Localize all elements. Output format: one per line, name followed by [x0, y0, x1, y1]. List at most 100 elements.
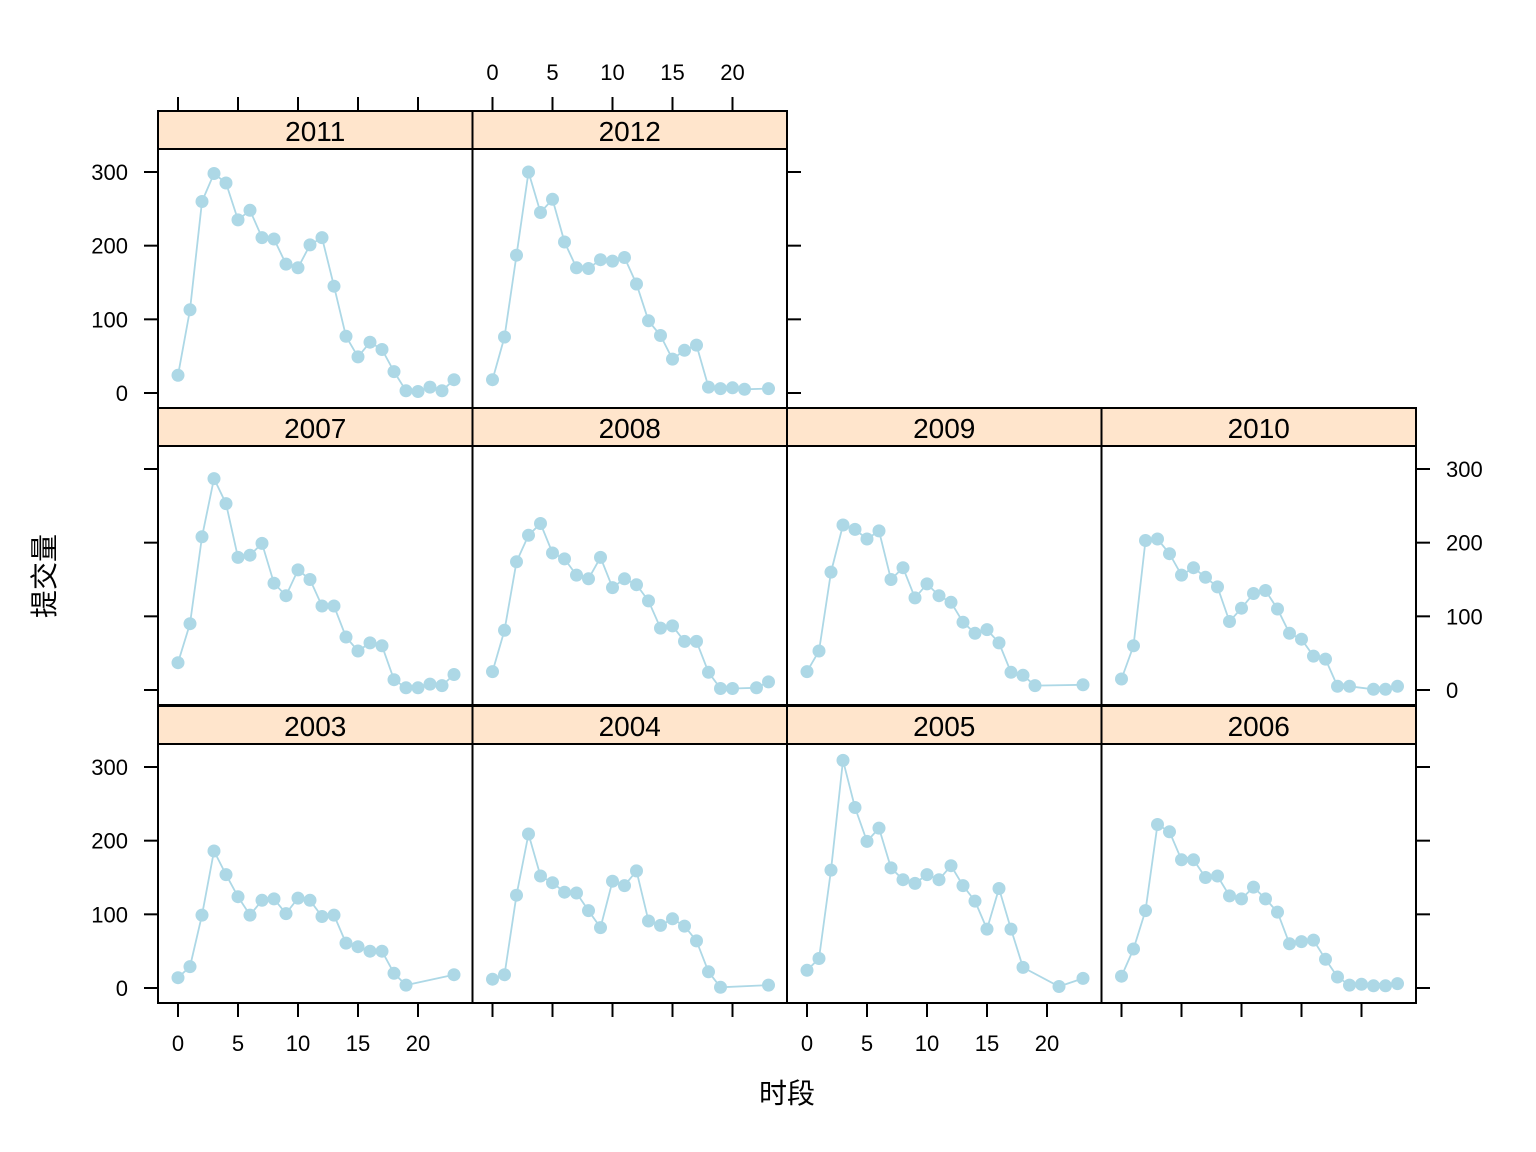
data-point-2010-19: [1343, 679, 1356, 693]
data-point-2011-14: [339, 329, 353, 343]
data-point-2010-17: [1319, 652, 1332, 666]
strip-label-2011: 2011: [285, 116, 345, 147]
data-point-2010-11: [1247, 587, 1260, 600]
data-point-2008-15: [666, 619, 679, 633]
data-point-2012-20: [726, 381, 739, 395]
data-point-2010-1: [1127, 639, 1140, 653]
data-point-2008-10: [606, 581, 619, 595]
data-point-2011-0: [171, 368, 185, 382]
data-point-2003-18: [387, 966, 401, 980]
data-point-2004-4: [534, 869, 547, 883]
data-point-2004-18: [702, 965, 715, 979]
data-point-2009-18: [1016, 668, 1030, 682]
data-point-2005-17: [1004, 922, 1018, 936]
data-point-2012-2: [510, 248, 523, 262]
data-point-2010-15: [1295, 632, 1308, 646]
strip-label-2004: 2004: [599, 711, 661, 742]
data-point-2004-0: [486, 972, 499, 986]
series-line-2011: [177, 172, 455, 393]
data-point-2008-9: [594, 550, 607, 564]
x-tick-label-bottom-c2-10: 10: [915, 1031, 939, 1056]
data-point-2011-20: [411, 385, 425, 398]
data-point-2012-15: [666, 352, 679, 366]
data-point-2006-14: [1283, 937, 1296, 951]
data-point-2012-21: [738, 382, 751, 396]
data-point-2012-3: [522, 165, 535, 179]
data-point-2011-15: [351, 350, 365, 364]
data-point-2009-0: [800, 665, 814, 679]
data-point-2010-10: [1235, 601, 1248, 615]
x-tick-label-top-c1-15: 15: [660, 60, 684, 85]
plot-frame-2012: [471, 148, 788, 409]
x-tick-label-bottom-c0-10: 10: [286, 1031, 310, 1056]
data-point-2003-9: [279, 907, 293, 921]
data-point-2010-16: [1307, 649, 1320, 663]
data-point-2008-18: [702, 665, 715, 679]
data-point-2005-4: [848, 801, 862, 814]
data-point-2006-21: [1367, 979, 1380, 993]
data-point-2004-19: [714, 980, 727, 994]
data-point-2008-14: [654, 621, 667, 635]
strip-2004: [471, 705, 788, 745]
strip-label-2006: 2006: [1228, 711, 1290, 742]
data-point-2009-17: [1004, 665, 1018, 679]
y-tick-label-right-r1-0: 0: [1446, 678, 1458, 703]
strip-2012: [471, 110, 788, 150]
data-point-2009-2: [824, 565, 838, 579]
data-point-2007-3: [207, 472, 221, 486]
series-line-2007: [177, 475, 455, 689]
data-point-2004-12: [630, 864, 643, 878]
strip-label-2012: 2012: [599, 116, 661, 147]
data-point-2011-2: [195, 195, 209, 208]
data-point-2011-16: [363, 335, 377, 349]
plot-frame-2010: [1100, 445, 1417, 706]
data-point-2012-8: [582, 262, 595, 275]
plot-frame-2006: [1100, 743, 1417, 1004]
data-point-2009-11: [932, 589, 946, 603]
data-point-2007-19: [399, 681, 413, 695]
data-point-2007-23: [447, 668, 461, 681]
data-point-2011-3: [207, 167, 221, 180]
data-point-2008-6: [558, 552, 571, 566]
x-axis-label: 时段: [759, 1077, 815, 1110]
panel-2003: 2003: [157, 705, 474, 1004]
data-point-2012-12: [630, 277, 643, 291]
y-tick-label-left-r2-300: 300: [91, 755, 128, 780]
data-point-2006-18: [1331, 970, 1344, 984]
series-line-2004: [492, 833, 769, 989]
y-axis-label: 提交量: [28, 534, 61, 618]
data-point-2010-8: [1211, 580, 1224, 594]
data-point-2007-6: [243, 548, 257, 562]
data-point-2008-19: [714, 682, 727, 695]
data-point-2008-20: [726, 682, 739, 695]
data-point-2006-3: [1151, 818, 1164, 831]
strip-label-2010: 2010: [1228, 413, 1290, 444]
data-point-2004-16: [678, 919, 691, 933]
data-point-2009-3: [836, 518, 850, 532]
data-point-2011-10: [291, 261, 305, 275]
data-point-2005-2: [824, 863, 838, 877]
data-point-2005-13: [956, 879, 970, 893]
data-point-2007-20: [411, 681, 425, 695]
strip-2009: [786, 407, 1103, 447]
data-point-2005-15: [980, 922, 994, 936]
data-point-2005-11: [932, 873, 946, 887]
data-point-2007-18: [387, 673, 401, 687]
data-point-2003-8: [267, 892, 281, 906]
data-point-2005-0: [800, 963, 814, 977]
series-line-2010: [1120, 538, 1398, 691]
data-point-2005-1: [812, 952, 826, 965]
data-point-2010-13: [1271, 602, 1284, 616]
data-point-2011-17: [375, 343, 389, 356]
strip-label-2009: 2009: [913, 413, 975, 444]
x-tick-label-top-c1-10: 10: [600, 60, 624, 85]
data-point-2010-4: [1163, 547, 1176, 561]
data-point-2003-16: [363, 944, 377, 958]
data-point-2012-0: [486, 373, 499, 387]
y-tick-label-left-r0-100: 100: [91, 307, 128, 332]
data-point-2005-23: [1076, 971, 1090, 985]
data-point-2012-13: [642, 314, 655, 328]
data-point-2006-0: [1115, 969, 1128, 983]
data-point-2005-10: [920, 868, 934, 882]
panel-2012: 2012: [471, 110, 788, 409]
